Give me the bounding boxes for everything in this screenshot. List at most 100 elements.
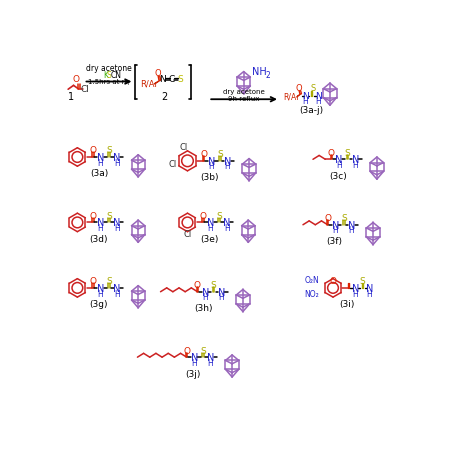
Text: 9h reflux: 9h reflux: [228, 96, 259, 102]
Text: O: O: [194, 281, 201, 290]
Text: N: N: [97, 283, 104, 294]
Text: H: H: [209, 163, 214, 172]
Text: N: N: [336, 155, 343, 165]
Text: H: H: [114, 224, 119, 233]
Text: S: S: [106, 212, 112, 221]
Text: H: H: [208, 359, 213, 368]
Text: N: N: [201, 288, 209, 298]
Text: S: S: [310, 84, 316, 93]
Text: 2: 2: [161, 92, 167, 102]
Text: S: S: [200, 346, 206, 356]
Text: H: H: [191, 359, 197, 368]
Text: Cl: Cl: [169, 160, 177, 169]
Text: H: H: [98, 159, 103, 168]
Text: Cl: Cl: [81, 85, 90, 94]
Text: O: O: [183, 346, 190, 356]
Text: O: O: [296, 84, 302, 93]
Text: S: S: [211, 281, 217, 290]
Text: H: H: [98, 224, 103, 233]
Text: CN: CN: [110, 71, 121, 80]
Text: 2: 2: [265, 71, 270, 80]
Text: N: N: [223, 218, 230, 228]
Text: S: S: [217, 150, 223, 159]
Text: S: S: [106, 146, 112, 155]
Text: O: O: [200, 212, 206, 221]
Text: H: H: [348, 227, 355, 236]
Text: O: O: [89, 146, 96, 155]
Text: S: S: [107, 71, 111, 80]
Text: (3g): (3g): [90, 301, 108, 310]
Text: (3c): (3c): [329, 172, 346, 181]
Text: H: H: [98, 290, 103, 299]
Text: N: N: [218, 288, 225, 298]
Text: S: S: [345, 149, 350, 158]
Text: (3e): (3e): [200, 235, 218, 244]
Text: N: N: [207, 353, 214, 363]
Text: O: O: [200, 150, 207, 159]
Text: O: O: [89, 212, 96, 221]
Text: N: N: [191, 353, 198, 363]
Text: Cl: Cl: [183, 230, 191, 239]
Text: dry acetone: dry acetone: [86, 64, 132, 73]
Text: (3h): (3h): [194, 304, 213, 313]
Text: H: H: [336, 161, 342, 170]
Text: (3f): (3f): [326, 237, 342, 246]
Text: H: H: [208, 224, 213, 233]
Text: S: S: [106, 277, 112, 286]
Text: N: N: [365, 283, 373, 294]
Text: O: O: [328, 149, 335, 158]
Text: N: N: [352, 155, 359, 165]
Text: H: H: [224, 224, 229, 233]
Text: H: H: [114, 290, 119, 299]
Text: dry acetone: dry acetone: [223, 89, 264, 95]
Text: H: H: [332, 227, 338, 236]
Text: O₂N: O₂N: [304, 276, 319, 285]
Text: N: N: [97, 218, 104, 228]
Text: N: N: [207, 218, 214, 228]
Text: N: N: [348, 220, 355, 230]
Text: (3i): (3i): [339, 301, 355, 310]
Text: S: S: [359, 277, 365, 286]
Text: N: N: [352, 283, 359, 294]
Text: 1: 1: [68, 92, 74, 102]
Text: O: O: [324, 214, 331, 223]
Text: NH: NH: [252, 67, 266, 77]
Text: N: N: [315, 91, 322, 100]
Text: (3d): (3d): [90, 235, 108, 244]
Text: S: S: [178, 75, 183, 84]
Text: H: H: [353, 290, 358, 299]
Text: NO₂: NO₂: [304, 290, 319, 299]
Text: S: S: [341, 214, 346, 223]
Text: K: K: [103, 71, 108, 80]
Text: H: H: [316, 97, 321, 106]
Text: H: H: [353, 161, 358, 170]
Text: H: H: [302, 97, 308, 106]
Text: H: H: [202, 293, 208, 302]
Text: O: O: [155, 69, 162, 78]
Text: H: H: [114, 159, 119, 168]
Text: O: O: [329, 277, 337, 286]
Text: N: N: [332, 220, 339, 230]
Text: (3a-j): (3a-j): [300, 106, 324, 115]
Text: Cl: Cl: [180, 143, 188, 152]
Text: R/Ar: R/Ar: [284, 92, 300, 101]
Text: (3j): (3j): [185, 370, 201, 379]
Text: S: S: [216, 212, 222, 221]
Text: N: N: [208, 156, 215, 166]
Text: C: C: [169, 75, 175, 84]
Text: N: N: [113, 218, 120, 228]
Text: N: N: [159, 75, 166, 84]
Text: N: N: [113, 283, 120, 294]
Text: (3a): (3a): [90, 169, 108, 178]
Text: N: N: [113, 153, 120, 163]
Text: O: O: [73, 75, 79, 84]
Text: N: N: [302, 91, 309, 100]
Text: H: H: [219, 293, 224, 302]
Text: O: O: [89, 277, 96, 286]
Text: H: H: [366, 290, 372, 299]
Text: H: H: [225, 163, 230, 172]
Text: N: N: [97, 153, 104, 163]
Text: (3b): (3b): [201, 173, 219, 182]
Text: R/Ar: R/Ar: [140, 79, 158, 88]
Text: 1.5hrs at rt,: 1.5hrs at rt,: [88, 79, 130, 85]
